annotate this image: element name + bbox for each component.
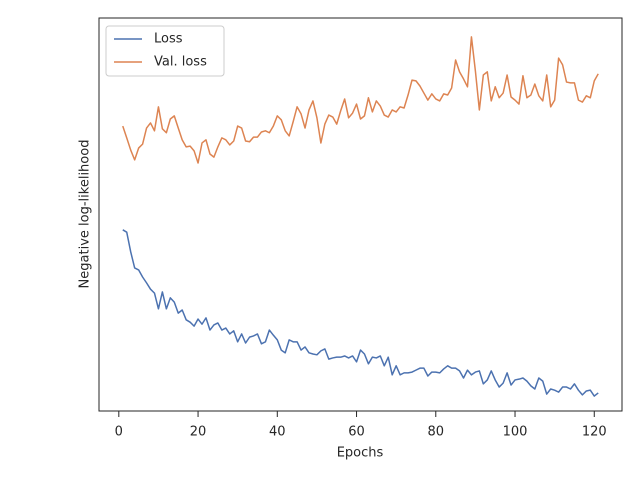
plot-frame [98, 17, 623, 412]
line-series [122, 36, 599, 164]
legend-label: Loss [154, 32, 183, 47]
x-tick-label: 20 [190, 425, 207, 440]
legend-label: Val. loss [154, 55, 207, 70]
x-axis-label: Epochs [337, 446, 384, 461]
x-tick-label: 100 [503, 425, 528, 440]
x-tick-label: 0 [115, 425, 123, 440]
x-tick-label: 40 [269, 425, 286, 440]
x-tick-label: 120 [582, 425, 607, 440]
x-tick-label: 80 [428, 425, 445, 440]
line-series [122, 229, 599, 397]
y-axis-label: Negative log-likelihood [78, 140, 93, 289]
x-tick-label: 60 [348, 425, 365, 440]
